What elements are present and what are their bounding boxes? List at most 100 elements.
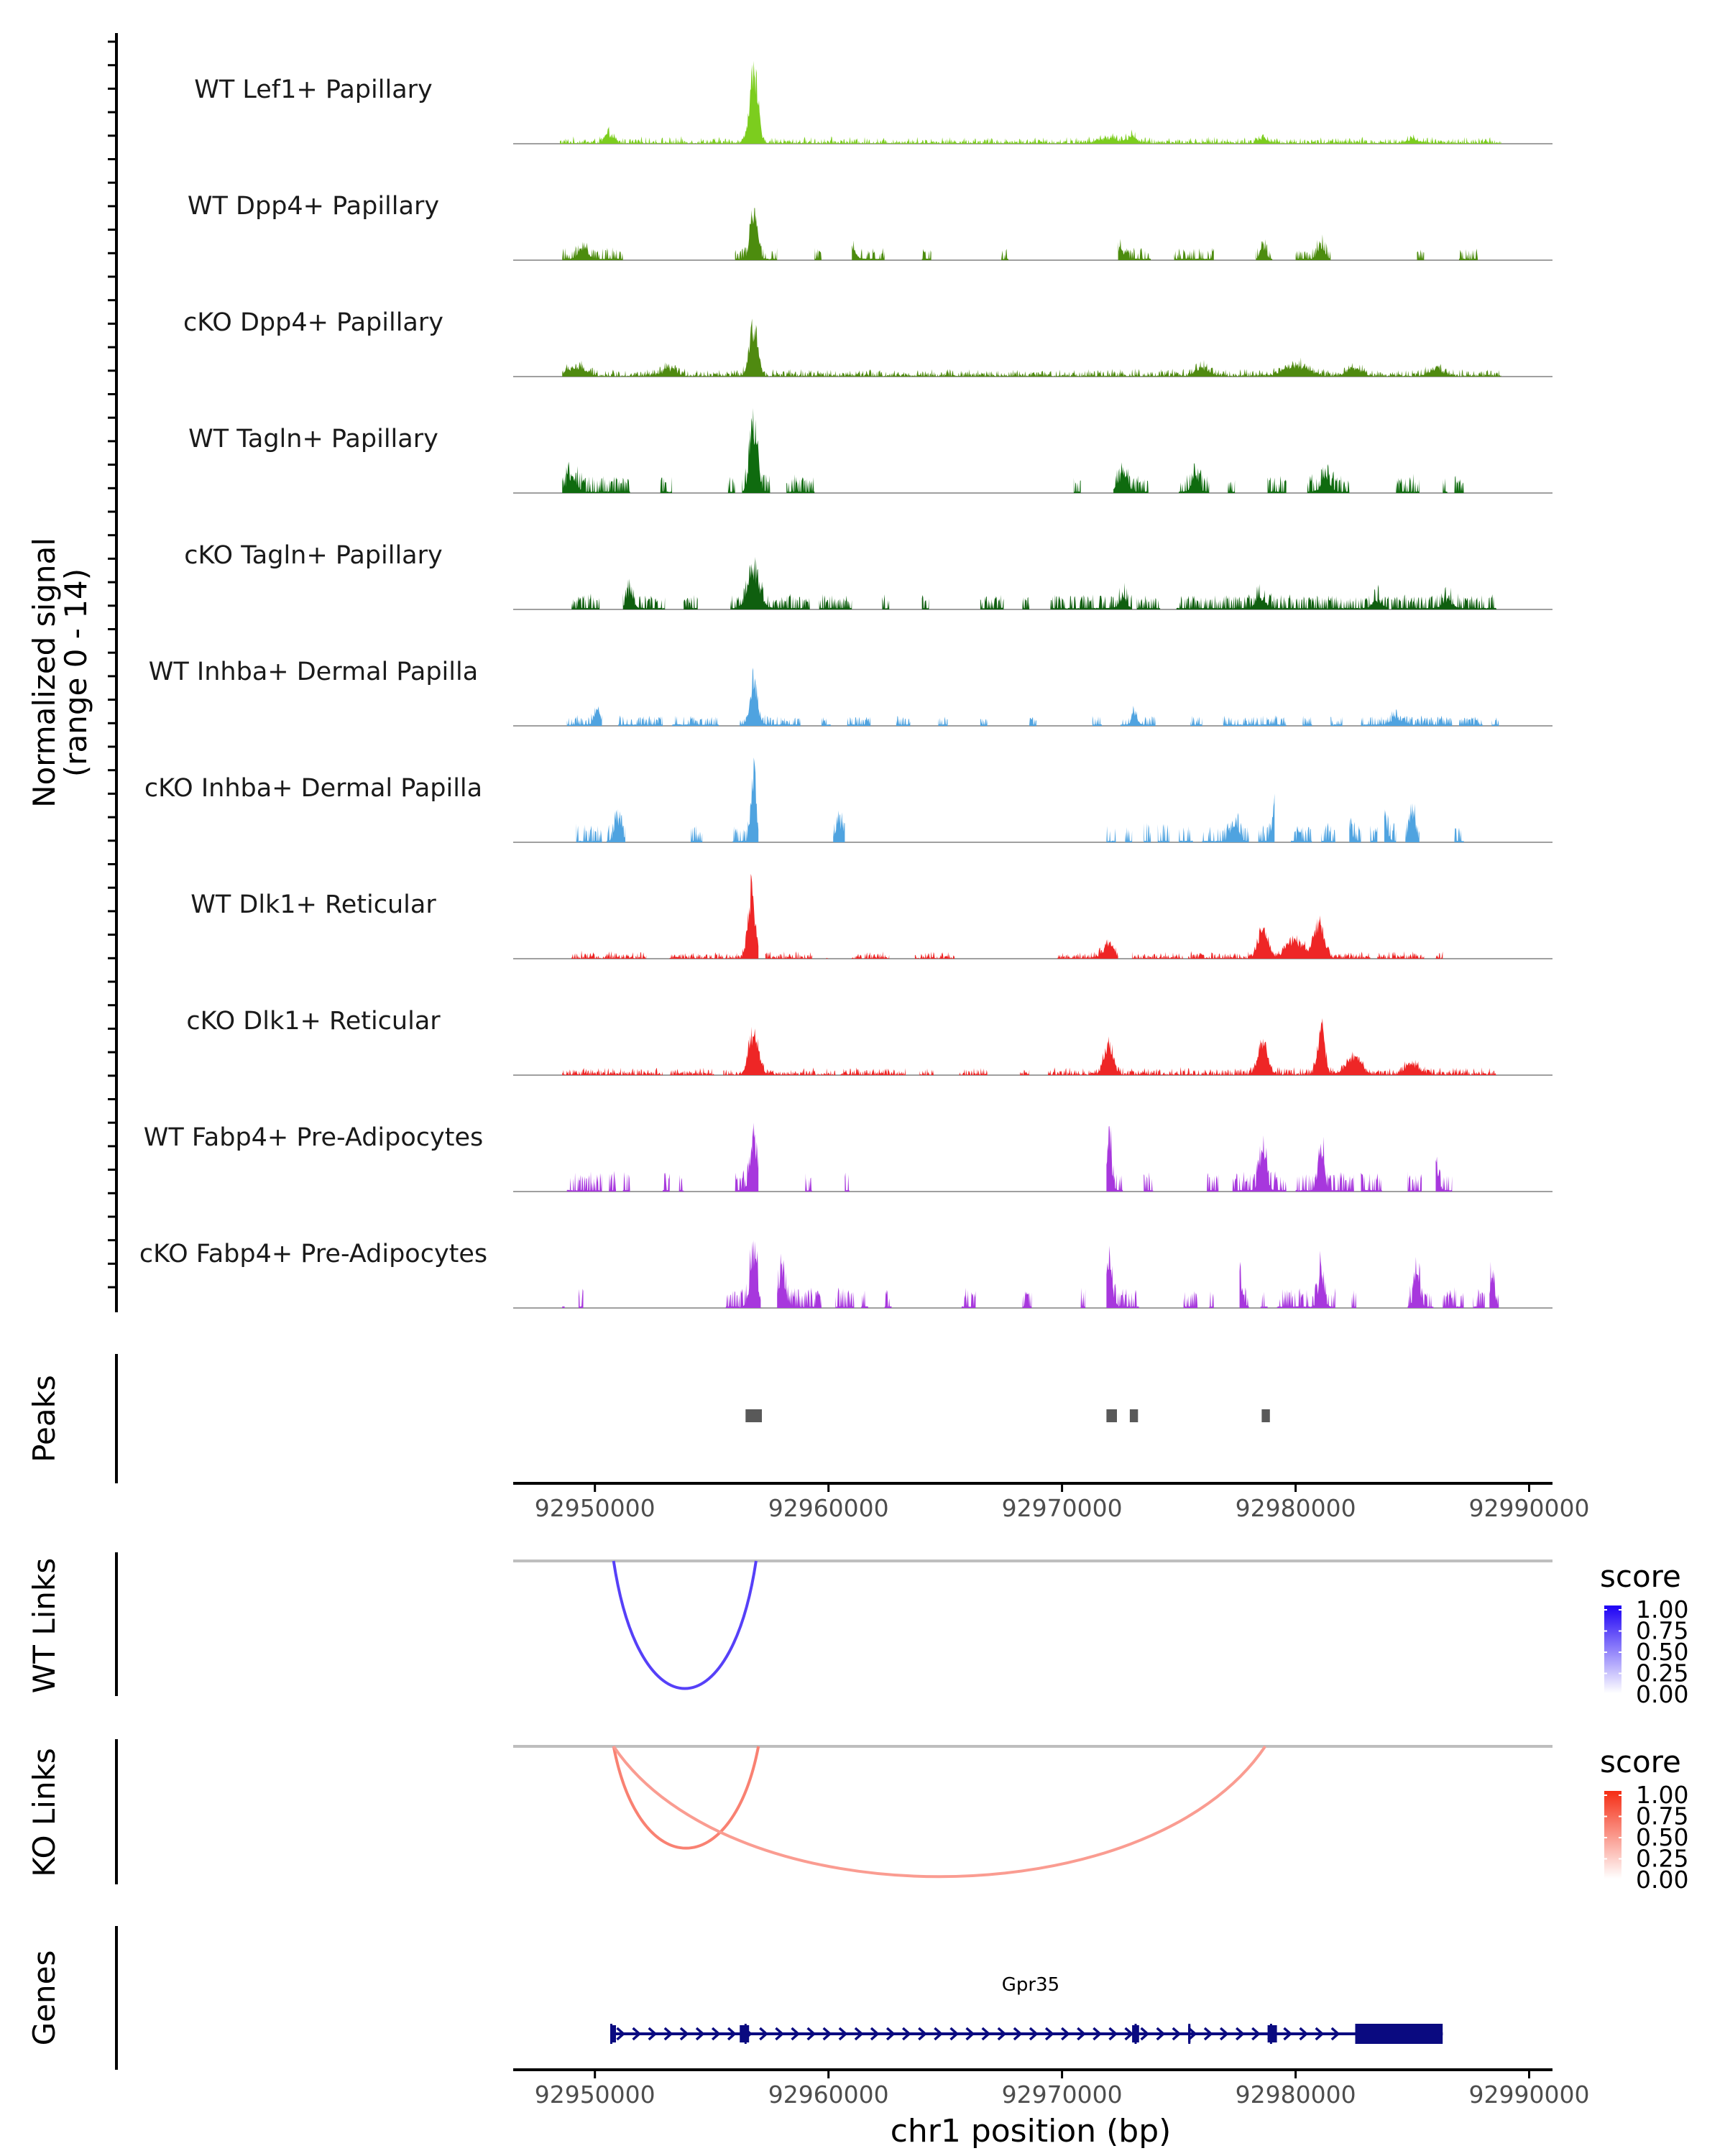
coverage-track: cKO Dpp4+ Papillary — [183, 308, 1552, 377]
legend-tick-label: 0.75 — [1636, 1617, 1688, 1645]
strand-arrow — [679, 2027, 689, 2041]
legend-tick-label: 0.25 — [1636, 1659, 1688, 1687]
coverage-signal — [576, 757, 1464, 842]
strand-arrow — [981, 2027, 991, 2041]
gene-name-label: Gpr35 — [1002, 1974, 1059, 1996]
strand-arrow — [1187, 2027, 1197, 2041]
coverage-track-label: WT Inhba+ Dermal Papilla — [149, 658, 478, 686]
coverage-track: WT Tagln+ Papillary — [188, 408, 1552, 494]
peak-region — [1129, 1409, 1138, 1422]
legend-tick-label: 0.00 — [1636, 1866, 1688, 1894]
coverage-track: WT Fabp4+ Pre-Adipocytes — [144, 1123, 1552, 1192]
x-tick-label: 92970000 — [1002, 1494, 1123, 1522]
ko-links-label: KO Links — [27, 1748, 62, 1877]
strand-arrow — [1044, 2027, 1054, 2041]
coverage-signal — [566, 1123, 1453, 1192]
coverage-signal — [571, 556, 1497, 609]
strand-arrow — [711, 2027, 721, 2041]
genes-panel: Genes Gpr35 92950000 92960000 92970000 9298… — [27, 1926, 1589, 2150]
x-tick-label: 92980000 — [1236, 1494, 1356, 1522]
strand-arrow — [775, 2027, 785, 2041]
coverage-track: cKO Inhba+ Dermal Papilla — [144, 757, 1552, 843]
coverage-track: cKO Dlk1+ Reticular — [186, 1007, 1552, 1076]
x-tick-label: 92980000 — [1236, 2081, 1356, 2109]
strand-arrow — [949, 2027, 960, 2041]
strand-arrow — [632, 2027, 642, 2041]
strand-arrow — [822, 2027, 832, 2041]
strand-arrow — [1140, 2027, 1150, 2041]
x-axis-ticks-top: 92950000 92960000 92970000 92980000 92990000 — [535, 1483, 1590, 1522]
coverage-track-label: WT Fabp4+ Pre-Adipocytes — [144, 1123, 483, 1152]
strand-arrow — [1251, 2027, 1261, 2041]
strand-arrow — [934, 2027, 944, 2041]
coverage-y-ticks — [108, 40, 116, 1289]
wt-legend-colorbar — [1604, 1606, 1622, 1693]
strand-arrow — [1236, 2027, 1245, 2041]
coverage-track: WT Inhba+ Dermal Papilla — [149, 658, 1552, 727]
coverage-panel: Normalized signal (range 0 - 14) WT Lef1… — [27, 33, 1552, 1312]
wt-legend-ticks: 1.000.750.500.250.00 — [1604, 1595, 1688, 1708]
strand-arrow — [791, 2027, 801, 2041]
coverage-signal — [562, 1018, 1497, 1075]
coverage-track-label: cKO Inhba+ Dermal Papilla — [144, 774, 482, 803]
coverage-track-label: WT Dpp4+ Papillary — [188, 192, 439, 221]
gene-model — [610, 2024, 1443, 2044]
strand-arrow — [1124, 2027, 1134, 2041]
legend-tick-label: 1.00 — [1636, 1781, 1688, 1809]
strand-arrow — [1219, 2027, 1229, 2041]
wt-links-arcs — [612, 1560, 758, 1690]
link-arc — [612, 1560, 758, 1690]
coverage-y-label-range: (range 0 - 14) — [58, 568, 93, 777]
coverage-track: WT Lef1+ Papillary — [194, 60, 1552, 144]
strand-arrow — [1203, 2027, 1213, 2041]
exon-block-thick — [1356, 2024, 1443, 2044]
strand-arrow — [838, 2027, 848, 2041]
x-tick-label: 92960000 — [768, 2081, 889, 2109]
strand-arrow — [1108, 2027, 1118, 2041]
legend-tick-label: 0.50 — [1636, 1638, 1688, 1666]
genes-label: Genes — [27, 1950, 62, 2046]
strand-arrow — [1315, 2027, 1325, 2041]
coverage-track: cKO Tagln+ Papillary — [184, 541, 1552, 610]
coverage-track: WT Dlk1+ Reticular — [190, 874, 1552, 959]
exon-block — [1188, 2025, 1191, 2042]
strand-arrow — [1029, 2027, 1039, 2041]
strand-arrow — [648, 2027, 658, 2041]
coverage-track-label: cKO Tagln+ Papillary — [184, 541, 443, 570]
peak-regions — [745, 1409, 1270, 1422]
coverage-track-label: cKO Dpp4+ Papillary — [183, 308, 443, 337]
strand-arrow — [1092, 2027, 1103, 2041]
x-tick-label: 92950000 — [535, 2081, 656, 2109]
ko-legend-title: score — [1600, 1744, 1681, 1779]
peaks-panel: Peaks 92950000 92960000 92970000 92980000 92… — [27, 1354, 1589, 1522]
x-tick-label: 92950000 — [535, 1494, 656, 1522]
strand-arrow — [918, 2027, 927, 2041]
wt-legend-title: score — [1600, 1559, 1681, 1594]
ko-links-legend: score 1.000.750.500.250.00 — [1600, 1744, 1688, 1894]
coverage-track-label: WT Lef1+ Papillary — [194, 75, 433, 104]
strand-arrow — [854, 2027, 864, 2041]
strand-arrow — [886, 2027, 896, 2041]
x-tick-label: 92960000 — [768, 1494, 889, 1522]
ko-links-arcs — [612, 1745, 1266, 1879]
strand-arrow — [870, 2027, 880, 2041]
x-tick-label: 92990000 — [1469, 1494, 1590, 1522]
ko-legend-ticks: 1.000.750.500.250.00 — [1604, 1781, 1688, 1894]
strand-arrow — [616, 2027, 626, 2041]
strand-arrow — [1299, 2027, 1309, 2041]
coverage-track: WT Dpp4+ Papillary — [188, 192, 1552, 261]
x-axis-ticks-bottom: 92950000 92960000 92970000 92980000 92990000 — [535, 2070, 1589, 2109]
strand-arrow — [1077, 2027, 1086, 2041]
coverage-track: cKO Fabp4+ Pre-Adipocytes — [139, 1240, 1552, 1309]
strand-arrow — [1172, 2027, 1182, 2041]
strand-arrow — [1330, 2027, 1340, 2041]
wt-links-legend: score 1.000.750.500.250.00 — [1600, 1559, 1688, 1708]
link-arc — [612, 1746, 760, 1850]
coverage-tracks: WT Lef1+ Papillary WT Dpp4+ Papillary cKO … — [139, 60, 1552, 1309]
peaks-label: Peaks — [27, 1375, 62, 1462]
strand-arrow — [1156, 2027, 1166, 2041]
exon-block — [611, 2025, 616, 2042]
strand-arrow — [965, 2027, 975, 2041]
